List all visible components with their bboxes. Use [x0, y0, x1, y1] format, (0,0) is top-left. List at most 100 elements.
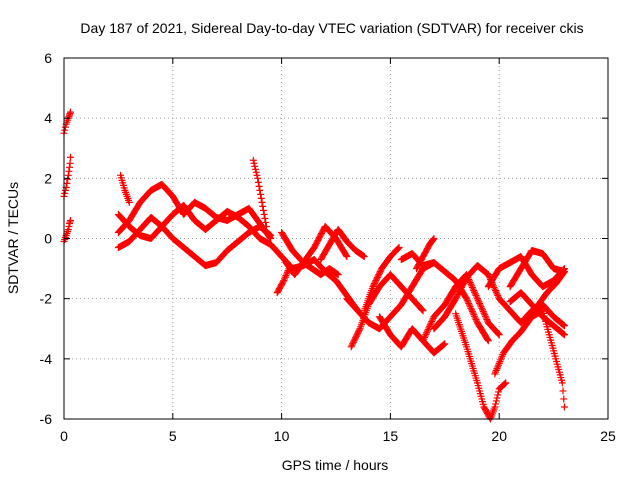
data-point	[465, 299, 473, 307]
x-tick-label: 5	[169, 428, 177, 444]
data-point	[428, 318, 436, 326]
series-arc-e2	[452, 310, 510, 423]
data-point	[464, 298, 472, 306]
data-point	[473, 293, 481, 301]
data-point	[476, 301, 484, 309]
data-point	[257, 194, 265, 202]
series-arc-e7	[528, 307, 568, 411]
data-point	[258, 198, 266, 206]
data-point	[64, 175, 72, 183]
data-point	[492, 400, 500, 408]
series-arc-d3	[360, 244, 403, 315]
data-point	[560, 395, 568, 403]
data-point	[491, 285, 499, 293]
data-point	[558, 379, 566, 387]
series-arc-a0	[60, 108, 75, 137]
data-point	[470, 287, 478, 295]
data-point	[349, 338, 357, 346]
data-point	[254, 178, 262, 186]
data-point	[260, 210, 268, 218]
data-point	[441, 340, 449, 348]
x-axis-label: GPS time / hours	[282, 457, 389, 473]
y-axis-label: SDTVAR / TECUs	[5, 182, 21, 294]
data-point	[474, 296, 482, 304]
data-point	[467, 304, 475, 312]
data-point	[283, 270, 291, 278]
data-point	[373, 274, 381, 282]
y-tick-label: 0	[44, 231, 52, 247]
data-point	[560, 403, 568, 411]
data-point	[251, 165, 259, 173]
series-arc-b4	[117, 171, 133, 206]
data-point	[61, 186, 69, 194]
data-point	[374, 272, 382, 280]
data-point	[467, 280, 475, 288]
data-point	[491, 403, 499, 411]
data-point	[253, 171, 261, 179]
data-point	[254, 174, 262, 182]
data-point	[422, 330, 430, 338]
data-point	[471, 288, 479, 296]
data-point	[66, 159, 74, 167]
data-point	[494, 291, 502, 299]
data-point	[560, 330, 568, 338]
data-point	[490, 283, 498, 291]
y-tick-label: 6	[44, 50, 52, 66]
data-point	[468, 306, 476, 314]
data-point	[347, 343, 355, 351]
data-point	[355, 326, 363, 334]
data-point	[370, 281, 378, 289]
series-arc-d2	[347, 271, 427, 351]
data-point	[265, 230, 273, 238]
data-point	[426, 322, 434, 330]
x-tick-label: 10	[274, 428, 290, 444]
data-point	[394, 245, 402, 253]
data-point	[502, 379, 510, 387]
data-point	[470, 311, 478, 319]
data-point	[266, 231, 274, 239]
data-point	[67, 216, 75, 224]
data-point	[67, 108, 75, 116]
data-point	[471, 314, 479, 322]
data-point	[63, 179, 71, 187]
data-point	[468, 283, 476, 291]
data-point	[469, 285, 477, 293]
series-arc-e5	[506, 247, 568, 291]
data-point	[376, 268, 384, 276]
data-point	[285, 265, 293, 273]
data-point	[493, 394, 501, 402]
data-point	[350, 337, 358, 345]
data-point	[484, 337, 492, 345]
series-arc-e6	[506, 289, 568, 339]
data-point	[495, 331, 503, 339]
data-point	[257, 190, 265, 198]
data-point	[249, 156, 257, 164]
data-point	[352, 334, 360, 342]
data-point	[427, 319, 435, 327]
data-point	[262, 218, 270, 226]
data-point	[493, 290, 501, 298]
data-point	[471, 290, 479, 298]
data-point	[559, 321, 567, 329]
data-point	[440, 340, 448, 348]
data-point	[343, 253, 351, 261]
data-point	[252, 168, 260, 176]
data-point	[468, 308, 476, 316]
data-point	[479, 306, 487, 314]
x-tick-label: 20	[491, 428, 507, 444]
data-point	[494, 388, 502, 396]
data-point	[369, 283, 377, 291]
series-arc-a2	[60, 216, 75, 246]
data-point	[472, 316, 480, 324]
data-point	[281, 275, 289, 283]
series-arc-d6	[419, 271, 503, 345]
data-point	[476, 299, 484, 307]
data-point	[501, 380, 509, 388]
y-tick-label: -2	[40, 291, 53, 307]
data-point	[61, 189, 69, 197]
y-tick-label: -6	[40, 411, 53, 427]
data-point	[480, 309, 488, 317]
data-point	[394, 244, 402, 252]
y-tick-label: 2	[44, 170, 52, 186]
